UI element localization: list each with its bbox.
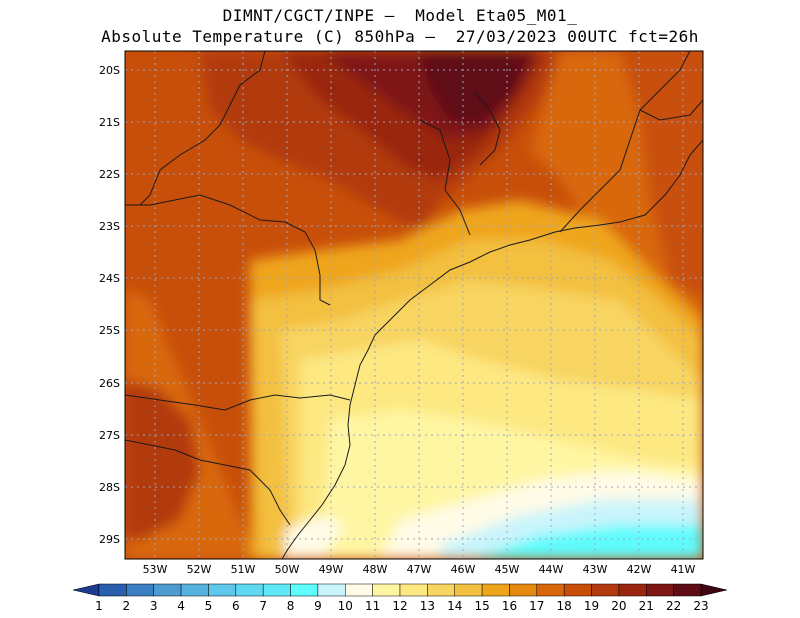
colorbar-label: 20 [611,599,626,613]
lon-label: 47W [407,563,432,576]
colorbar-swatch [317,583,346,597]
lon-label: 46W [451,563,476,576]
colorbar-label: 22 [666,599,681,613]
colorbar-low-arrow [72,583,100,597]
plot-frame [124,50,704,560]
lon-label: 41W [671,563,696,576]
lon-label: 48W [363,563,388,576]
colorbar-swatch [673,583,702,597]
colorbar-swatch [345,583,373,597]
colorbar-swatch [372,583,401,597]
colorbar-swatch [290,583,319,597]
colorbar-swatch [454,583,483,597]
colorbar-swatch [427,583,455,597]
colorbar-label: 18 [557,599,572,613]
colorbar-label: 7 [259,599,267,613]
colorbar-label: 8 [287,599,295,613]
colorbar-label: 5 [205,599,213,613]
lat-label: 20S [99,64,120,77]
colorbar-swatch [399,583,428,597]
colorbar-swatch [646,583,674,597]
colorbar-swatch [536,583,565,597]
lat-label: 28S [99,481,120,494]
colorbar-label: 12 [392,599,407,613]
lon-label: 42W [627,563,652,576]
colorbar-label: 16 [502,599,517,613]
colorbar-label: 19 [584,599,599,613]
coastline-and-borders [125,51,703,559]
colorbar-label: 4 [177,599,185,613]
temperature-field [125,51,703,559]
colorbar-swatch [509,583,538,597]
colorbar-swatch [591,583,620,597]
lat-label: 22S [99,168,120,181]
colorbar-legend: 1 2 3 4 5 6 7 8 9 10 11 12 13 14 15 16 17 18 19 20 21 22 23 [72,583,728,613]
colorbar-swatch [618,583,647,597]
lat-label: 23S [99,220,120,233]
colorbar-label: 21 [639,599,654,613]
lat-label: 25S [99,324,120,337]
lon-label: 49W [319,563,344,576]
lon-label: 44W [539,563,564,576]
colorbar-label: 3 [150,599,158,613]
colorbar-label: 6 [232,599,240,613]
longitude-axis: 53W 52W 51W 50W 49W 48W 47W 46W 45W 44W … [143,563,696,576]
colorbar-swatch [563,583,592,597]
chart-title-line1: DIMNT/CGCT/INPE – Model Eta05_M01_ [222,6,578,25]
colorbar-swatch [180,583,209,597]
colorbar-label: 15 [474,599,489,613]
latitude-axis: 20S 21S 22S 23S 24S 25S 26S 27S 28S 29S [99,64,120,546]
lat-label: 29S [99,533,120,546]
colorbar-swatch [208,583,237,597]
lon-label: 43W [583,563,608,576]
colorbar-swatch [98,583,127,597]
colorbar-label: 2 [123,599,131,613]
colorbar-label: 17 [529,599,544,613]
lon-label: 52W [187,563,212,576]
colorbar-label: 11 [365,599,380,613]
colorbar-label: 1 [95,599,103,613]
colorbar-label: 23 [693,599,708,613]
graticule [125,51,703,559]
lon-label: 45W [495,563,520,576]
lat-label: 27S [99,429,120,442]
colorbar-label: 13 [420,599,435,613]
colorbar-swatch [262,583,291,597]
colorbar-label: 10 [338,599,353,613]
lat-label: 24S [99,272,120,285]
lat-label: 26S [99,377,120,390]
chart-title-line2: Absolute Temperature (C) 850hPa – 27/03/… [101,27,699,46]
lon-label: 51W [231,563,256,576]
lon-label: 50W [275,563,300,576]
lat-label: 21S [99,116,120,129]
colorbar-swatch [481,583,510,597]
colorbar-label: 14 [447,599,462,613]
colorbar-label: 9 [314,599,322,613]
lon-label: 53W [143,563,168,576]
colorbar-high-arrow [700,583,728,597]
colorbar-swatch [235,583,264,597]
colorbar-swatch [153,583,182,597]
colorbar-swatch [126,583,154,597]
